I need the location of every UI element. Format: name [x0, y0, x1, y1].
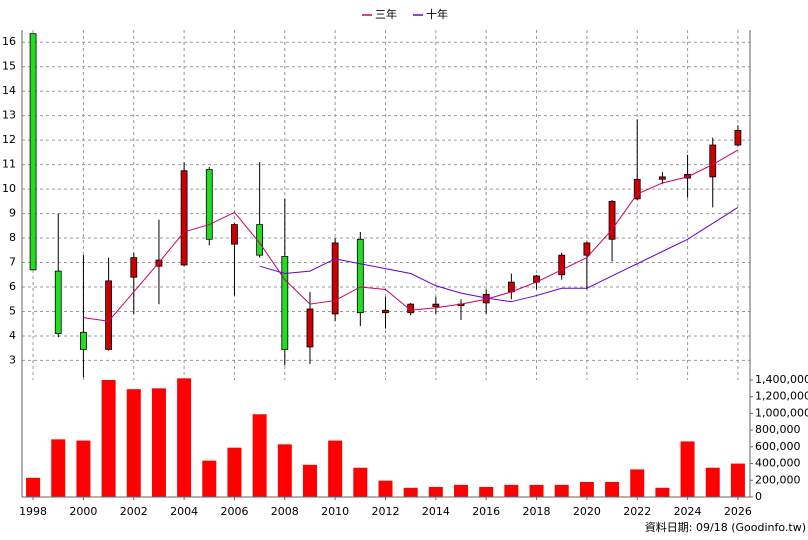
x-tick-label: 2024 [674, 505, 702, 518]
candle-body [633, 178, 641, 200]
bar [227, 447, 242, 497]
y-tick-label: 1,400,000 [755, 373, 808, 386]
bar [705, 467, 720, 497]
x-tick-label: 2014 [422, 505, 450, 518]
y-tick-label: 200,000 [755, 473, 801, 486]
bar [554, 484, 569, 497]
bar [101, 380, 116, 497]
y-tick-label: 3 [9, 353, 16, 366]
bar [630, 469, 645, 497]
y-tick-label: 10 [2, 182, 16, 195]
y-tick-label: 400,000 [755, 457, 801, 470]
candle-body [54, 270, 62, 334]
x-tick-label: 2016 [472, 505, 500, 518]
bar [504, 484, 519, 497]
candle-body [205, 169, 213, 240]
x-tick-label: 2010 [321, 505, 349, 518]
bar [302, 464, 317, 497]
candle-body [507, 281, 515, 293]
line-series [259, 207, 739, 303]
bar [76, 440, 91, 497]
x-tick-label: 2004 [170, 505, 198, 518]
y-tick-label: 1,000,000 [755, 406, 808, 419]
y-tick-label: 6 [9, 280, 16, 293]
y-tick-label: 1,200,000 [755, 390, 808, 403]
x-tick-label: 2018 [523, 505, 551, 518]
bar [277, 444, 292, 497]
bar [328, 440, 343, 497]
bar [378, 480, 393, 497]
bar [403, 487, 418, 497]
candle-body [356, 238, 364, 314]
candle-body [306, 308, 314, 348]
candle-body [29, 33, 37, 271]
bar [529, 484, 544, 497]
bar [605, 481, 620, 497]
x-tick-label: 2008 [271, 505, 299, 518]
y-tick-label: 14 [2, 84, 16, 97]
x-tick-label: 2026 [724, 505, 752, 518]
candle-body [608, 200, 616, 240]
y-tick-label: 7 [9, 256, 16, 269]
bar [680, 441, 695, 497]
candle-body [658, 176, 666, 180]
candle-body [583, 242, 591, 256]
candle-body [684, 174, 691, 179]
x-tick-label: 2022 [623, 505, 651, 518]
candle-body [80, 331, 87, 350]
bar [252, 414, 267, 497]
bar [177, 378, 192, 497]
y-tick-label: 11 [2, 158, 16, 171]
x-tick-label: 2002 [120, 505, 148, 518]
y-tick-label: 16 [2, 35, 16, 48]
candle-body [331, 242, 339, 315]
bar [479, 486, 494, 497]
y-tick-label: 15 [2, 60, 16, 73]
y-tick-label: 9 [9, 207, 16, 220]
x-tick-label: 2000 [69, 505, 97, 518]
bar [579, 481, 594, 497]
y-tick-label: 12 [2, 133, 16, 146]
candle-body [734, 129, 742, 146]
x-tick-label: 2012 [371, 505, 399, 518]
footer: 資料日期: 09/18 (Goodinfo.tw) [645, 520, 806, 534]
bar [655, 487, 670, 497]
candle-body [281, 255, 289, 350]
legend-label: 三年 [375, 7, 397, 21]
candle-body [130, 257, 138, 278]
candle-body [558, 254, 566, 276]
x-tick-label: 2006 [220, 505, 248, 518]
bar [428, 486, 443, 497]
x-tick-label: 1998 [19, 505, 47, 518]
candle-body [432, 303, 440, 307]
bar [202, 460, 217, 497]
candle-body [382, 309, 389, 314]
line-series [83, 149, 739, 322]
bar [126, 389, 141, 497]
candle-body [105, 280, 112, 350]
bar [454, 484, 469, 497]
bar [26, 477, 41, 497]
candle-body [180, 170, 188, 266]
y-tick-label: 0 [755, 490, 762, 503]
bar [730, 463, 745, 497]
bar [353, 467, 368, 497]
y-tick-label: 13 [2, 109, 16, 122]
x-tick-label: 2020 [573, 505, 601, 518]
y-tick-label: 8 [9, 231, 16, 244]
y-tick-label: 600,000 [755, 440, 801, 453]
candle-body [231, 224, 238, 245]
y-tick-label: 4 [9, 329, 16, 342]
legend-label: 十年 [426, 7, 448, 21]
bar [51, 439, 66, 497]
bar [151, 388, 166, 497]
candle-body [709, 144, 717, 178]
y-tick-label: 5 [9, 304, 16, 317]
y-tick-label: 800,000 [755, 423, 801, 436]
